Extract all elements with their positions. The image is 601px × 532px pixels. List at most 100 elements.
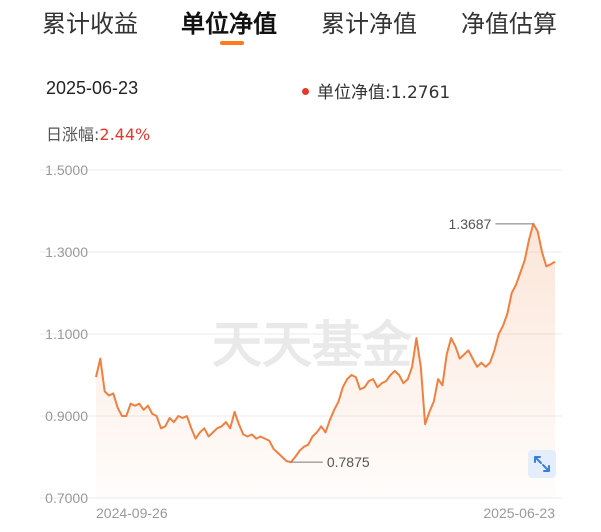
tab-nav-estimate[interactable]: 净值估算 <box>461 10 557 38</box>
data-point <box>121 415 123 417</box>
data-point <box>381 382 383 384</box>
nav-value: 1.2761 <box>390 83 451 103</box>
data-point <box>394 370 396 372</box>
expand-chart-button[interactable] <box>528 450 556 478</box>
data-point <box>463 354 465 356</box>
data-point <box>428 411 430 413</box>
data-point <box>104 390 106 392</box>
active-tab-indicator <box>220 41 244 45</box>
data-point <box>251 433 253 435</box>
data-point <box>294 456 296 458</box>
data-point <box>472 358 474 360</box>
data-point <box>108 395 110 397</box>
data-point <box>95 376 97 378</box>
data-point <box>385 380 387 382</box>
change-label: 日涨幅: <box>46 125 100 144</box>
data-point <box>372 378 374 380</box>
data-point <box>415 337 417 339</box>
data-point <box>420 366 422 368</box>
data-point <box>524 259 526 261</box>
data-point <box>156 415 158 417</box>
data-point <box>346 378 348 380</box>
data-point <box>186 415 188 417</box>
nav-line-chart[interactable]: 1.5000 1.3000 1.1000 0.9000 0.7000 天天基金 1.36… <box>0 150 601 532</box>
data-point <box>333 409 335 411</box>
data-point <box>390 374 392 376</box>
data-point <box>195 438 197 440</box>
data-point <box>164 425 166 427</box>
data-point <box>329 419 331 421</box>
data-point <box>480 362 482 364</box>
y-tick-label: 0.7000 <box>45 490 88 506</box>
data-point <box>407 378 409 380</box>
x-axis-label-end: 2025-06-23 <box>483 505 555 521</box>
data-point <box>264 438 266 440</box>
data-point <box>351 374 353 376</box>
data-point <box>424 423 426 425</box>
data-point <box>225 421 227 423</box>
tab-unit-nav[interactable]: 单位净值 <box>181 10 277 38</box>
min-value-label: 0.7875 <box>327 454 370 470</box>
data-point <box>99 358 101 360</box>
data-point <box>151 413 153 415</box>
data-point <box>286 460 288 462</box>
data-point <box>255 438 257 440</box>
data-point <box>277 452 279 454</box>
data-point <box>359 388 361 390</box>
x-axis-labels: 2024-09-26 2025-06-23 <box>96 505 555 521</box>
y-tick-label: 1.1000 <box>45 326 88 342</box>
data-point <box>476 366 478 368</box>
data-point <box>502 325 504 327</box>
tab-cumulative-return[interactable]: 累计收益 <box>42 10 138 38</box>
data-point <box>312 436 314 438</box>
data-point <box>467 349 469 351</box>
data-point <box>160 427 162 429</box>
data-point <box>247 436 249 438</box>
data-point <box>411 366 413 368</box>
y-tick-label: 0.9000 <box>45 408 88 424</box>
data-point <box>498 333 500 335</box>
data-point <box>377 386 379 388</box>
data-point <box>441 384 443 386</box>
data-point <box>342 386 344 388</box>
data-point <box>325 431 327 433</box>
data-point <box>307 444 309 446</box>
data-point <box>493 349 495 351</box>
data-point <box>338 401 340 403</box>
data-point <box>320 425 322 427</box>
data-point <box>402 382 404 384</box>
data-point <box>281 456 283 458</box>
data-point <box>234 411 236 413</box>
data-point <box>190 427 192 429</box>
data-point <box>545 265 547 267</box>
data-point <box>454 345 456 347</box>
data-point <box>242 433 244 435</box>
data-point <box>147 405 149 407</box>
data-point <box>212 431 214 433</box>
data-point <box>437 378 439 380</box>
daily-change: 日涨幅:2.44% <box>46 121 150 145</box>
data-point <box>138 403 140 405</box>
nav-readout: 单位净值:1.2761 <box>302 78 450 103</box>
annotations: 1.3687 0.7875 <box>290 216 534 470</box>
selected-date: 2025-06-23 <box>46 78 139 98</box>
data-point <box>316 431 318 433</box>
data-point <box>199 431 201 433</box>
series-dot-icon <box>302 87 309 95</box>
data-point <box>169 417 171 419</box>
data-point <box>130 403 132 405</box>
data-point <box>125 415 127 417</box>
x-axis-label-start: 2024-09-26 <box>96 505 168 521</box>
data-point <box>554 261 556 263</box>
data-point <box>519 272 521 274</box>
expand-arrows-icon <box>534 456 550 472</box>
data-point <box>398 374 400 376</box>
y-tick-label: 1.3000 <box>45 244 88 260</box>
nav-label: 单位净值: <box>317 83 391 103</box>
data-point <box>260 436 262 438</box>
data-point <box>268 440 270 442</box>
data-point <box>221 425 223 427</box>
tab-cumulative-nav[interactable]: 累计净值 <box>321 10 417 38</box>
data-point <box>541 251 543 253</box>
y-axis-ticks: 1.5000 1.3000 1.1000 0.9000 0.7000 <box>45 162 88 506</box>
